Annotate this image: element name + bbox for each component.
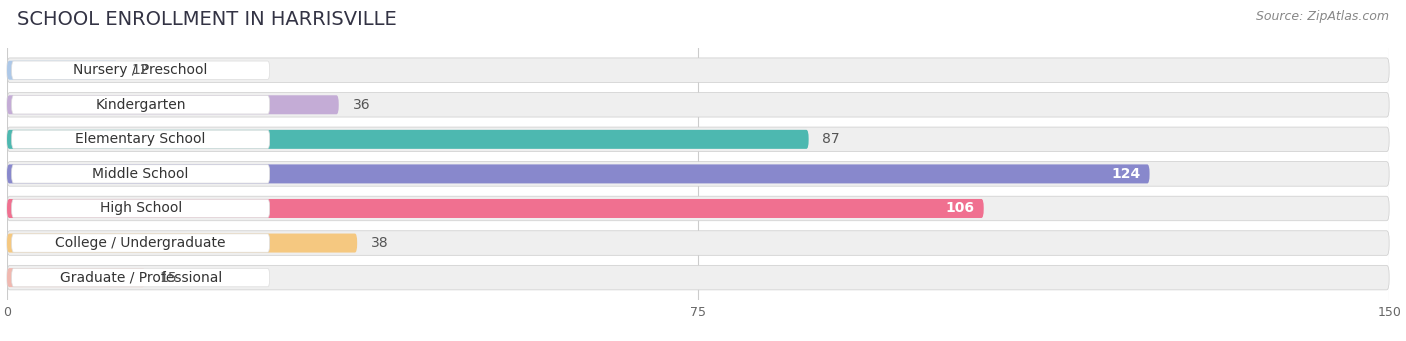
Text: 36: 36: [353, 98, 370, 112]
FancyBboxPatch shape: [7, 164, 1150, 183]
Text: 124: 124: [1111, 167, 1140, 181]
FancyBboxPatch shape: [7, 58, 1389, 83]
Text: High School: High School: [100, 202, 181, 216]
Text: 38: 38: [371, 236, 388, 250]
FancyBboxPatch shape: [7, 234, 357, 253]
Text: 87: 87: [823, 132, 841, 146]
FancyBboxPatch shape: [7, 61, 118, 80]
Text: 12: 12: [131, 63, 149, 77]
FancyBboxPatch shape: [7, 265, 1389, 290]
FancyBboxPatch shape: [11, 199, 270, 218]
FancyBboxPatch shape: [7, 130, 808, 149]
FancyBboxPatch shape: [7, 231, 1389, 255]
FancyBboxPatch shape: [11, 95, 270, 114]
Text: Kindergarten: Kindergarten: [96, 98, 186, 112]
Text: Graduate / Professional: Graduate / Professional: [59, 271, 222, 285]
FancyBboxPatch shape: [11, 165, 270, 183]
FancyBboxPatch shape: [7, 95, 339, 114]
Text: College / Undergraduate: College / Undergraduate: [55, 236, 226, 250]
FancyBboxPatch shape: [7, 268, 145, 287]
Text: Elementary School: Elementary School: [76, 132, 205, 146]
Text: Nursery / Preschool: Nursery / Preschool: [73, 63, 208, 77]
Text: Source: ZipAtlas.com: Source: ZipAtlas.com: [1256, 10, 1389, 23]
FancyBboxPatch shape: [7, 199, 984, 218]
FancyBboxPatch shape: [11, 61, 270, 79]
FancyBboxPatch shape: [11, 268, 270, 287]
FancyBboxPatch shape: [7, 162, 1389, 186]
Text: 15: 15: [159, 271, 177, 285]
Text: Middle School: Middle School: [93, 167, 188, 181]
FancyBboxPatch shape: [7, 127, 1389, 152]
FancyBboxPatch shape: [7, 92, 1389, 117]
Text: SCHOOL ENROLLMENT IN HARRISVILLE: SCHOOL ENROLLMENT IN HARRISVILLE: [17, 10, 396, 29]
FancyBboxPatch shape: [11, 130, 270, 148]
FancyBboxPatch shape: [7, 196, 1389, 221]
Text: 106: 106: [945, 202, 974, 216]
FancyBboxPatch shape: [11, 234, 270, 252]
